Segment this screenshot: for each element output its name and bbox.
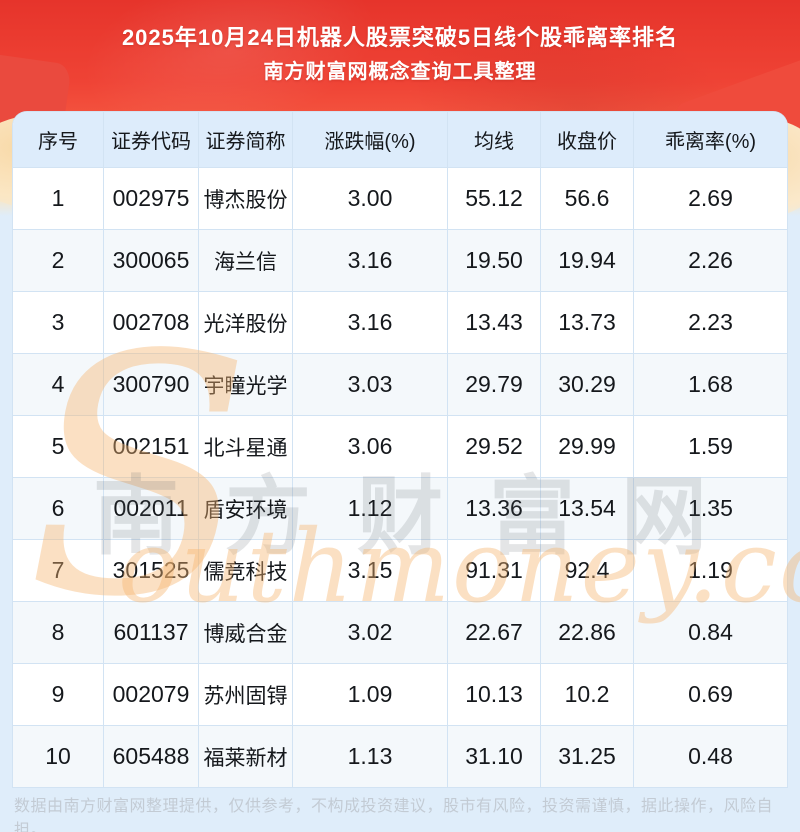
cell-change-pct: 1.09: [292, 664, 447, 725]
table-row: 1 002975 博杰股份 3.00 55.12 56.6 2.69: [13, 167, 787, 229]
cell-stock-name: 儒竞科技: [198, 540, 292, 601]
stock-deviation-table: 序号 证券代码 证券简称 涨跌幅(%) 均线 收盘价 乖离率(%) 1 0029…: [13, 112, 787, 787]
cell-close-price: 30.29: [540, 354, 633, 415]
cell-close-price: 92.4: [540, 540, 633, 601]
cell-deviation-rate: 1.35: [633, 478, 787, 539]
cell-stock-name: 盾安环境: [198, 478, 292, 539]
banner-titles: 2025年10月24日机器人股票突破5日线个股乖离率排名 南方财富网概念查询工具…: [0, 20, 800, 88]
header-cell-deviation-rate: 乖离率(%): [633, 112, 787, 167]
cell-rank: 9: [51, 681, 65, 707]
cell-rank: 1: [51, 185, 65, 211]
cell-stock-code: 301525: [103, 540, 198, 601]
cell-change-pct: 3.06: [292, 416, 447, 477]
table-row: 5 002151 北斗星通 3.06 29.52 29.99 1.59: [13, 415, 787, 477]
header-cell-ma: 均线: [447, 112, 540, 167]
cell-deviation-rate: 0.84: [633, 602, 787, 663]
cell-stock-code: 002079: [103, 664, 198, 725]
page-title: 2025年10月24日机器人股票突破5日线个股乖离率排名: [121, 25, 679, 50]
cell-ma: 19.50: [447, 230, 540, 291]
cell-deviation-rate: 0.69: [633, 664, 787, 725]
cell-ma: 13.36: [447, 478, 540, 539]
cell-deviation-rate: 1.68: [633, 354, 787, 415]
cell-change-pct: 1.13: [292, 726, 447, 787]
cell-close-price: 22.86: [540, 602, 633, 663]
cell-deviation-rate: 1.19: [633, 540, 787, 601]
table-header-row: 序号 证券代码 证券简称 涨跌幅(%) 均线 收盘价 乖离率(%): [13, 112, 787, 167]
cell-rank: 8: [51, 619, 65, 645]
cell-close-price: 19.94: [540, 230, 633, 291]
cell-close-price: 13.73: [540, 292, 633, 353]
table-row: 8 601137 博威合金 3.02 22.67 22.86 0.84: [13, 601, 787, 663]
table-row: 10 605488 福莱新材 1.13 31.10 31.25 0.48: [13, 725, 787, 787]
cell-ma: 13.43: [447, 292, 540, 353]
cell-deviation-rate: 2.69: [633, 168, 787, 229]
page-subtitle: 南方财富网概念查询工具整理: [263, 61, 537, 83]
cell-ma: 29.79: [447, 354, 540, 415]
cell-close-price: 31.25: [540, 726, 633, 787]
table-row: 2 300065 海兰信 3.16 19.50 19.94 2.26: [13, 229, 787, 291]
cell-close-price: 13.54: [540, 478, 633, 539]
cell-deviation-rate: 2.23: [633, 292, 787, 353]
table-row: 4 300790 宇瞳光学 3.03 29.79 30.29 1.68: [13, 353, 787, 415]
cell-close-price: 29.99: [540, 416, 633, 477]
header-cell-stock-name: 证券简称: [198, 112, 292, 167]
cell-close-price: 10.2: [540, 664, 633, 725]
cell-stock-code: 002011: [103, 478, 198, 539]
cell-stock-name: 福莱新材: [198, 726, 292, 787]
cell-stock-name: 海兰信: [198, 230, 292, 291]
footer-disclaimer: 数据由南方财富网整理提供，仅供参考，不构成投资建议，股市有风险，投资需谨慎，据此…: [14, 798, 774, 832]
cell-rank: 4: [51, 371, 65, 397]
cell-rank: 10: [45, 743, 71, 769]
cell-deviation-rate: 1.59: [633, 416, 787, 477]
header-cell-rank: 序号: [38, 131, 78, 153]
cell-ma: 22.67: [447, 602, 540, 663]
table-row: 3 002708 光洋股份 3.16 13.43 13.73 2.23: [13, 291, 787, 353]
cell-close-price: 56.6: [540, 168, 633, 229]
header-cell-close-price: 收盘价: [540, 112, 633, 167]
cell-stock-name: 博杰股份: [198, 168, 292, 229]
cell-stock-code: 300065: [103, 230, 198, 291]
cell-rank: 2: [51, 247, 65, 273]
cell-ma: 10.13: [447, 664, 540, 725]
cell-rank: 3: [51, 309, 65, 335]
table-row: 6 002011 盾安环境 1.12 13.36 13.54 1.35: [13, 477, 787, 539]
cell-ma: 29.52: [447, 416, 540, 477]
cell-stock-code: 605488: [103, 726, 198, 787]
table-row: 9 002079 苏州固锝 1.09 10.13 10.2 0.69: [13, 663, 787, 725]
cell-change-pct: 3.16: [292, 230, 447, 291]
cell-stock-code: 002151: [103, 416, 198, 477]
cell-change-pct: 3.02: [292, 602, 447, 663]
cell-change-pct: 3.03: [292, 354, 447, 415]
cell-deviation-rate: 0.48: [633, 726, 787, 787]
header-cell-stock-code: 证券代码: [103, 112, 198, 167]
cell-stock-name: 光洋股份: [198, 292, 292, 353]
cell-rank: 5: [51, 433, 65, 459]
cell-deviation-rate: 2.26: [633, 230, 787, 291]
cell-rank: 7: [51, 557, 65, 583]
cell-stock-code: 002975: [103, 168, 198, 229]
cell-stock-code: 300790: [103, 354, 198, 415]
cell-stock-code: 601137: [103, 602, 198, 663]
cell-change-pct: 3.16: [292, 292, 447, 353]
cell-stock-name: 苏州固锝: [198, 664, 292, 725]
cell-stock-code: 002708: [103, 292, 198, 353]
cell-stock-name: 博威合金: [198, 602, 292, 663]
cell-change-pct: 3.15: [292, 540, 447, 601]
cell-ma: 55.12: [447, 168, 540, 229]
table-row: 7 301525 儒竞科技 3.15 91.31 92.4 1.19: [13, 539, 787, 601]
cell-ma: 31.10: [447, 726, 540, 787]
table-header: 序号 证券代码 证券简称 涨跌幅(%) 均线 收盘价 乖离率(%): [13, 112, 787, 167]
cell-rank: 6: [51, 495, 65, 521]
cell-change-pct: 3.00: [292, 168, 447, 229]
cell-stock-name: 宇瞳光学: [198, 354, 292, 415]
header-cell-change-pct: 涨跌幅(%): [292, 112, 447, 167]
cell-stock-name: 北斗星通: [198, 416, 292, 477]
table-body: 1 002975 博杰股份 3.00 55.12 56.6 2.69 2 300…: [13, 167, 787, 787]
cell-ma: 91.31: [447, 540, 540, 601]
cell-change-pct: 1.12: [292, 478, 447, 539]
